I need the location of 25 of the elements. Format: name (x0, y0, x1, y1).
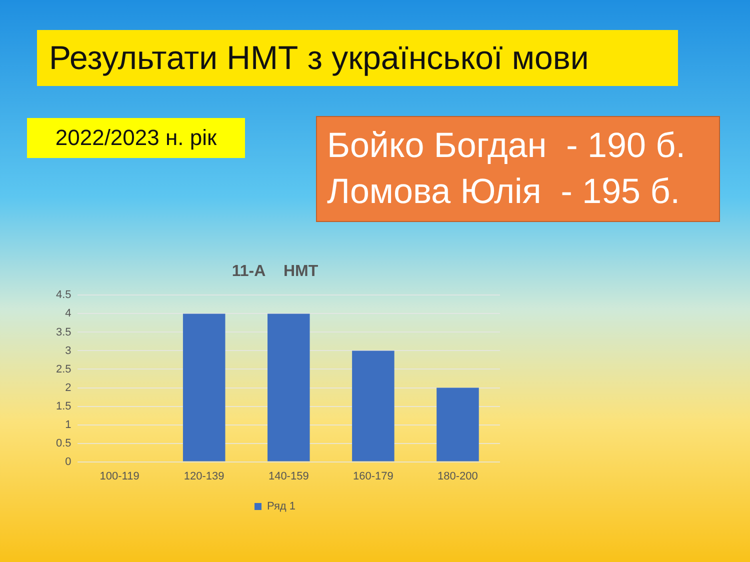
x-tick-label: 140-159 (268, 470, 309, 482)
text: Ломова Юлія - 195 б. (327, 171, 682, 213)
y-tick-label: 2.5 (56, 363, 72, 376)
bar (436, 388, 479, 462)
chart-subtitle: 11-А НМТ (232, 263, 318, 280)
y-tick-label: 4 (65, 308, 72, 320)
x-tick-label: 120-139 (184, 470, 224, 482)
bar (182, 314, 226, 462)
x-tick-label: 160-179 (353, 470, 394, 482)
y-tick-label: 3 (65, 344, 72, 357)
y-tick-label: 0 (65, 456, 72, 468)
y-tick-label: 3.5 (56, 326, 72, 338)
text: 2022/2023 н. рік (27, 118, 245, 158)
y-tick-label: 1.5 (56, 400, 72, 412)
x-tick-label: 180-200 (438, 470, 478, 482)
y-tick-label: 4.5 (56, 289, 72, 302)
bar (268, 314, 310, 462)
y-tick-label: 0.5 (56, 437, 72, 450)
bar (352, 350, 394, 462)
x-tick-label: 100-119 (100, 470, 140, 482)
y-tick-label: 2 (65, 382, 72, 394)
legend-label: Ряд 1 (266, 500, 296, 513)
chart-title: Результати НМТ з української мови (37, 30, 678, 86)
text: Бойко Богдан - 190 б. (327, 125, 686, 167)
y-tick-label: 1 (65, 418, 72, 431)
